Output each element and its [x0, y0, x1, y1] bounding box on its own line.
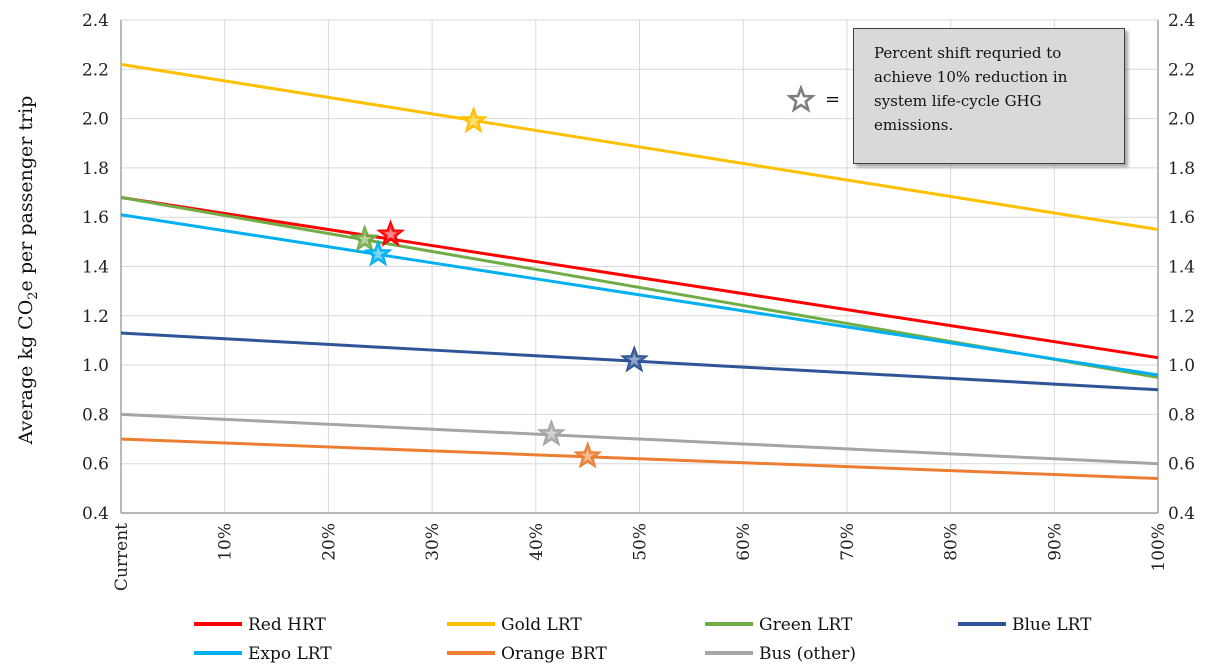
y-tick-label-right: 1.2 — [1168, 307, 1195, 327]
series-line — [120, 195, 1159, 360]
star-marker-highlight — [545, 427, 558, 440]
x-tick-label: Current — [112, 523, 132, 591]
annotation-box: Percent shift requried to achieve 10% re… — [853, 28, 1125, 164]
y-tick-label-left: 1.6 — [82, 208, 109, 228]
y-tick-label-left: 1.2 — [82, 307, 109, 327]
annotation-line: Percent shift requried to — [874, 44, 1062, 62]
y-tick-label-right: 1.6 — [1168, 208, 1195, 228]
y-tick-label-right: 1.0 — [1168, 356, 1195, 376]
legend-label: Expo LRT — [248, 644, 332, 664]
x-tick-label: 50% — [631, 523, 651, 561]
star-marker-highlight — [581, 449, 594, 462]
y-tick-label-right: 0.8 — [1168, 405, 1195, 425]
star-marker — [363, 239, 393, 267]
y-tick-label-left: 1.0 — [82, 356, 109, 376]
series-line — [120, 213, 1159, 377]
y-tick-label-left: 2.0 — [82, 110, 109, 130]
x-tick-label: 90% — [1045, 523, 1065, 561]
legend-label: Red HRT — [248, 615, 326, 635]
axes — [120, 20, 1159, 514]
x-tick-label: 10% — [216, 523, 236, 561]
star-marker-highlight — [467, 114, 480, 127]
x-tick-label: 60% — [734, 523, 754, 561]
star-markers — [350, 105, 649, 469]
star-key-icon — [787, 85, 816, 113]
x-tick-label: 20% — [319, 523, 339, 561]
y-tick-label-left: 1.4 — [82, 258, 109, 278]
x-tick-label: 30% — [423, 523, 443, 561]
star-marker — [573, 441, 603, 469]
y-tick-label-left: 0.4 — [82, 504, 109, 524]
y-tick-label-left: 0.8 — [82, 405, 109, 425]
star-marker-highlight — [628, 353, 641, 366]
y-tick-label-left: 2.2 — [82, 60, 109, 80]
y-tick-label-right: 0.4 — [1168, 504, 1195, 524]
legend-label: Orange BRT — [501, 644, 607, 664]
x-tick-label: 40% — [527, 523, 547, 561]
series-line — [120, 437, 1159, 480]
annotation-line: achieve 10% reduction in — [874, 68, 1068, 86]
y-tick-label-right: 2.0 — [1168, 110, 1195, 130]
star-marker — [376, 219, 406, 247]
star-marker-highlight — [372, 247, 385, 260]
annotation-line: system life-cycle GHG — [874, 92, 1042, 110]
annotation-equals: = — [825, 88, 841, 110]
y-axis-left: 0.4 0.6 0.8 1.0 1.2 1.4 1.6 1.8 2.0 2.2 2.4 — [82, 11, 109, 524]
x-tick-label: 100% — [1149, 523, 1169, 572]
y-tick-label-right: 1.4 — [1168, 258, 1195, 278]
annotation-line: emissions. — [874, 116, 954, 134]
y-tick-label-right: 1.8 — [1168, 159, 1195, 179]
series-line — [120, 62, 1159, 232]
legend-label: Bus (other) — [759, 644, 856, 664]
star-marker — [459, 105, 488, 134]
annotation-key: = — [787, 85, 840, 113]
star-marker — [536, 418, 566, 447]
star-marker-highlight — [384, 228, 397, 240]
y-axis-right: 0.4 0.6 0.8 1.0 1.2 1.4 1.6 1.8 2.0 2.2 2.4 — [1168, 11, 1195, 524]
x-tick-label: 80% — [942, 523, 962, 561]
star-marker-highlight — [358, 232, 371, 245]
legend-label: Green LRT — [759, 615, 853, 635]
y-tick-label-right: 2.2 — [1168, 60, 1195, 80]
x-axis: Current 10% 20% 30% 40% 50% 60% 70% 80% 90% 100% — [112, 523, 1169, 591]
series-line — [120, 412, 1159, 466]
y-tick-label-right: 0.6 — [1168, 455, 1195, 475]
legend-label: Blue LRT — [1012, 615, 1092, 635]
x-tick-label: 70% — [838, 523, 858, 561]
legend-label: Gold LRT — [501, 615, 582, 635]
y-tick-label-right: 2.4 — [1168, 11, 1195, 31]
star-marker — [619, 345, 649, 373]
star-marker — [350, 224, 380, 252]
legend: Red HRT Gold LRT Green LRT Blue LRT Expo LRT… — [194, 615, 1092, 664]
y-tick-label-left: 0.6 — [82, 455, 109, 475]
y-tick-label-left: 1.8 — [82, 159, 109, 179]
y-axis-label: Average kg CO2e per passenger trip — [15, 96, 41, 446]
y-tick-label-left: 2.4 — [82, 11, 109, 31]
